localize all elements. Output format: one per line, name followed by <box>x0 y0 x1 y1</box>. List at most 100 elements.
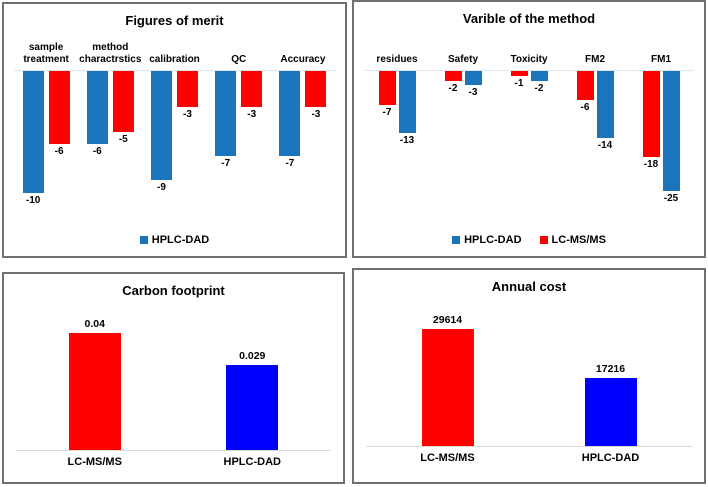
series-bar <box>48 71 70 144</box>
value-label: -2 <box>448 83 458 94</box>
category-label: LC-MS/MS <box>67 456 122 468</box>
hplc-dad-bar <box>584 378 637 446</box>
value-label: -6 <box>92 146 102 157</box>
value-label: -1 <box>514 78 524 89</box>
bar-column: 0.04 <box>16 318 174 450</box>
value-label: -7 <box>285 158 295 169</box>
value-label: 17216 <box>595 363 626 375</box>
legend-item: HPLC-DAD <box>139 234 209 246</box>
bar-group: -7 -3 <box>207 71 271 229</box>
plot-area: -10 -6 -6 -5 -9 -3 -7 -3 -7 -3 <box>14 70 335 229</box>
value-label: -7 <box>382 107 392 118</box>
category-label: FM2 <box>585 54 605 65</box>
chart-title: Figures of merit <box>125 13 224 28</box>
bar-group: -2 -3 <box>430 71 496 229</box>
category-label: Safety <box>447 54 478 65</box>
bar-column: 17216 <box>529 363 692 446</box>
bar-column: -13 <box>398 71 416 146</box>
category-label: HPLC-DAD <box>223 456 281 468</box>
bar-column: -2 <box>530 71 548 94</box>
value-label: -3 <box>247 109 257 120</box>
figures-of-merit-chart-panel: Figures of merit sample treatment method … <box>2 2 347 258</box>
legend-item: LC-MS/MS <box>539 234 606 246</box>
bar-column: -10 <box>22 71 44 206</box>
category-label: sample treatment <box>23 42 69 65</box>
bar-group: -7 -3 <box>271 71 335 229</box>
hplc-dad-bar <box>279 71 301 156</box>
value-label: -3 <box>183 109 192 120</box>
bar-column: -3 <box>241 71 263 120</box>
bar-group: -6 -5 <box>78 71 142 229</box>
value-label: -3 <box>311 109 321 120</box>
hplc-dad-bar <box>86 71 108 144</box>
bar-column: -14 <box>596 71 614 151</box>
category-axis: sample treatment method charactrstics cali… <box>14 36 335 66</box>
series-bar <box>177 71 198 107</box>
chart-legend: HPLC-DAD <box>4 234 345 246</box>
category-label: residues <box>376 54 418 65</box>
hplc-dad-bar <box>226 365 279 450</box>
bar-group: -1 -2 <box>496 71 562 229</box>
bar-column: -9 <box>151 71 172 193</box>
category-label: Accuracy <box>280 54 326 65</box>
value-label: -25 <box>663 193 679 204</box>
bar-column: -3 <box>305 71 327 120</box>
bar-column: -2 <box>444 71 462 94</box>
hplc-dad-bar <box>464 71 482 85</box>
hplc-dad-bar <box>596 71 614 138</box>
series-bar <box>305 71 327 107</box>
bar-column: -3 <box>464 71 482 98</box>
hplc-dad-bar <box>530 71 548 81</box>
value-label: -6 <box>580 102 590 113</box>
bar-column: -5 <box>112 71 134 145</box>
category-axis: residues Safety Toxicity FM2 FM1 <box>364 50 694 66</box>
bar-column: -7 <box>279 71 301 169</box>
lc-ms-ms-bar <box>510 71 528 76</box>
bar-column: -25 <box>662 71 680 204</box>
series-bar <box>112 71 134 132</box>
category-label: Toxicity <box>510 54 548 65</box>
bar-column: 0.029 <box>174 350 332 450</box>
value-label: -3 <box>468 87 478 98</box>
value-label: 29614 <box>432 314 463 326</box>
category-label: HPLC-DAD <box>581 452 640 464</box>
bar-group: -9 -3 <box>142 71 206 229</box>
category-label: LC-MS/MS <box>420 452 475 464</box>
lc-ms-ms-bar <box>378 71 396 105</box>
plot-area: -7 -13 -2 -3 -1 -2 -6 -14 -18 -25 <box>364 70 694 229</box>
hplc-dad-bar <box>662 71 680 191</box>
hplc-dad-bar <box>22 71 44 193</box>
bar-column: -6 <box>86 71 108 157</box>
category-label: calibration <box>149 54 200 65</box>
bar-column: -7 <box>378 71 396 118</box>
plot-area: 0.04 0.029 <box>16 312 331 451</box>
value-label: -18 <box>643 159 659 170</box>
legend-swatch <box>452 236 461 244</box>
bar-group: -10 -6 <box>14 71 78 229</box>
category-label: FM1 <box>651 54 671 65</box>
lc-ms-ms-bar <box>421 329 474 446</box>
lc-ms-ms-bar <box>444 71 462 81</box>
hplc-dad-bar <box>398 71 416 133</box>
annual-cost-chart-panel: Annual cost 29614 17216 LC-MS/MS HPLC-DAD <box>352 268 706 484</box>
chart-title: Carbon footprint <box>122 283 225 298</box>
category-label: method charactrstics <box>79 42 142 65</box>
lc-ms-ms-bar <box>576 71 594 100</box>
legend-label: HPLC-DAD <box>464 234 522 246</box>
varible-of-the-method-chart-panel: Varible of the method residues Safety Toxi… <box>352 0 706 258</box>
bar-group: -7 -13 <box>364 71 430 229</box>
chart-title: Annual cost <box>491 279 567 294</box>
value-label: 0.029 <box>239 350 266 362</box>
bar-group: -6 -14 <box>562 71 628 229</box>
plot-area: 29614 17216 <box>366 308 692 447</box>
lc-ms-ms-bar <box>68 333 121 450</box>
value-label: -10 <box>25 195 41 206</box>
bar-column: -3 <box>177 71 198 120</box>
bar-column: 29614 <box>366 314 529 446</box>
hplc-dad-bar <box>151 71 172 180</box>
legend-label: LC-MS/MS <box>551 234 606 246</box>
bar-column: -18 <box>642 71 660 170</box>
category-axis: LC-MS/MS HPLC-DAD <box>366 452 692 464</box>
category-axis: LC-MS/MS HPLC-DAD <box>16 456 331 468</box>
